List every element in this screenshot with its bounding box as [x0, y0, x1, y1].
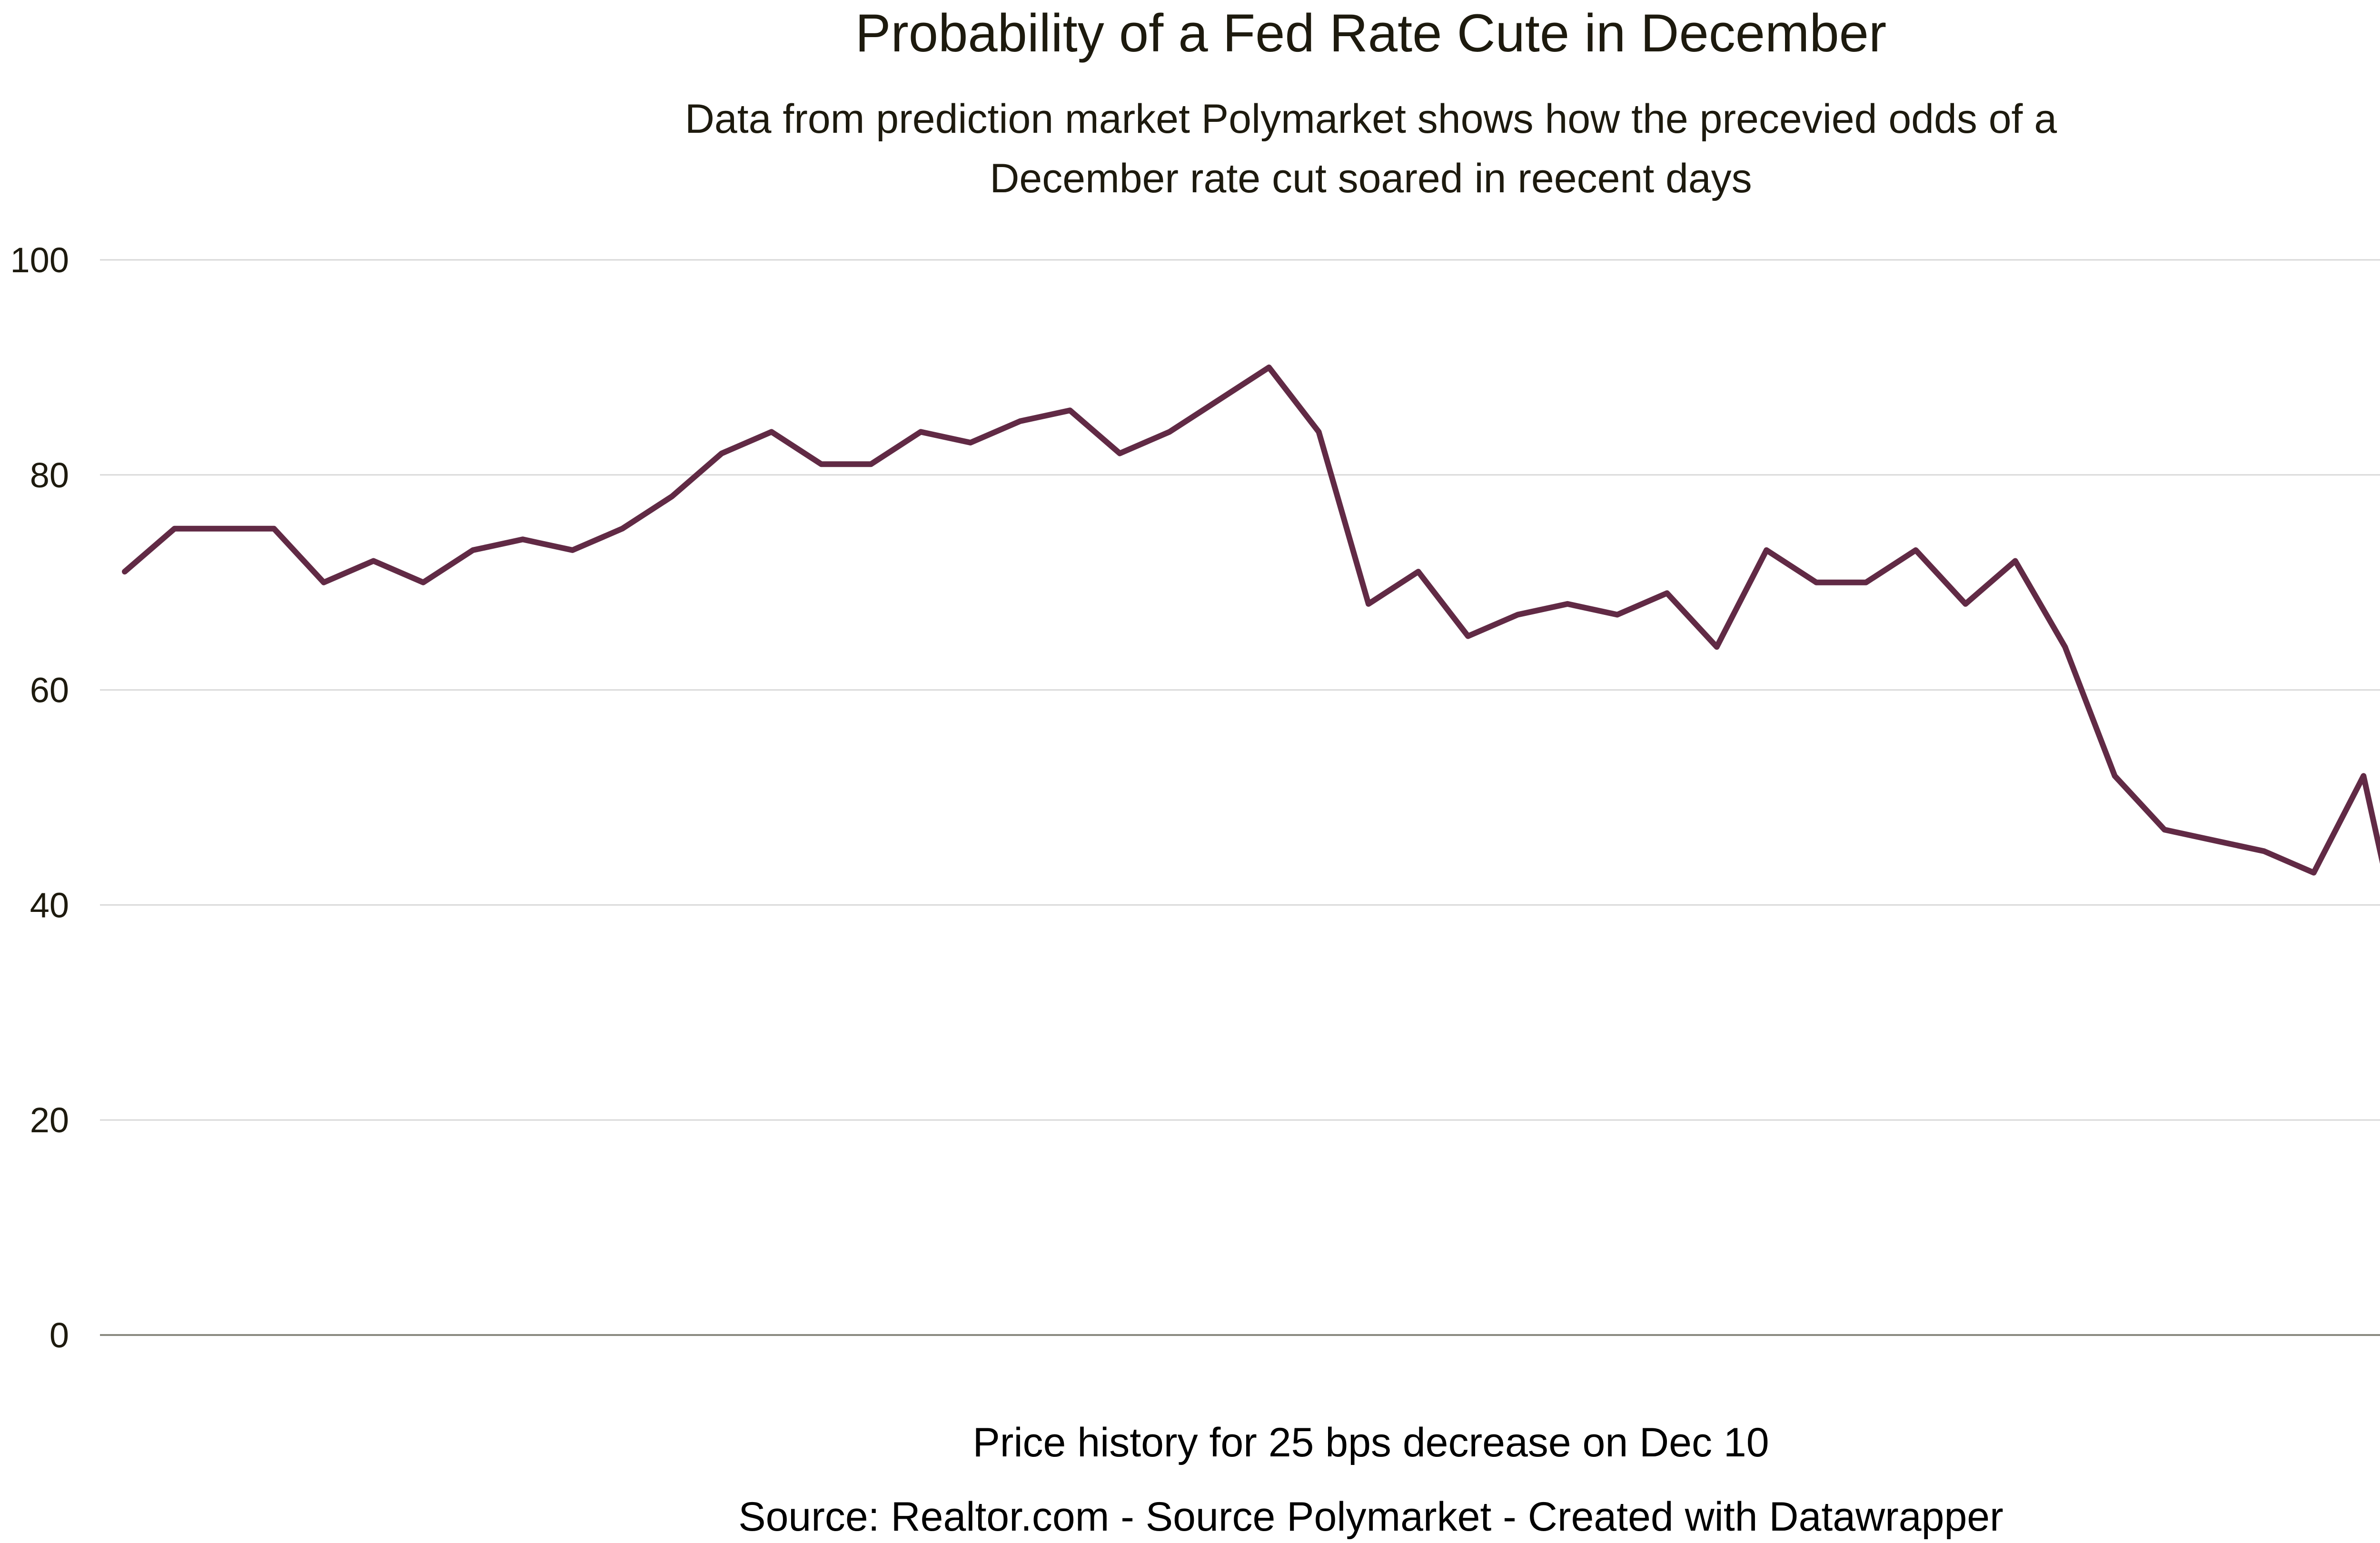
- data-point: [1863, 580, 1869, 585]
- data-point: [271, 526, 277, 532]
- data-point: [2261, 848, 2267, 854]
- data-point: [1764, 547, 1769, 553]
- data-point: [122, 569, 128, 574]
- y-tick-label-60: 60: [30, 671, 69, 710]
- data-point: [321, 580, 327, 585]
- data-point: [1963, 601, 1968, 607]
- data-point: [371, 558, 377, 564]
- data-point: [1316, 429, 1322, 435]
- data-point: [520, 536, 526, 542]
- data-point: [669, 494, 675, 499]
- y-axis-ticks: 0 20 40 60 80 100: [10, 240, 69, 1355]
- data-point: [868, 461, 874, 467]
- data-point: [2112, 773, 2118, 779]
- data-point: [420, 580, 426, 585]
- data-point: [1067, 407, 1073, 413]
- data-point: [1465, 633, 1471, 639]
- data-point: [1366, 601, 1371, 607]
- data-point: [1117, 451, 1122, 456]
- chart-subtitle-line-2: December rate cut soared in reecent days: [990, 156, 1752, 201]
- series-line-0: [122, 364, 2380, 876]
- data-point: [2360, 773, 2366, 779]
- data-point: [769, 429, 774, 435]
- data-point: [1266, 365, 1272, 370]
- data-point: [1416, 569, 1421, 574]
- data-point: [1615, 612, 1620, 618]
- data-point: [570, 547, 575, 553]
- y-tick-label-80: 80: [30, 455, 69, 495]
- data-point: [1565, 601, 1570, 607]
- data-point: [818, 461, 824, 467]
- data-point: [2311, 870, 2317, 876]
- data-point: [2062, 644, 2068, 650]
- data-point: [719, 451, 724, 456]
- data-point: [619, 526, 625, 532]
- data-point: [1167, 429, 1172, 435]
- data-point: [1664, 590, 1670, 596]
- data-point: [2162, 827, 2167, 832]
- data-point: [1714, 644, 1720, 650]
- data-point: [968, 440, 973, 445]
- data-point: [221, 526, 227, 532]
- y-tick-label-40: 40: [30, 885, 69, 925]
- data-point: [1216, 397, 1222, 403]
- series-layer: [122, 364, 2380, 876]
- chart-title: Probability of a Fed Rate Cute in Decemb…: [855, 3, 1887, 63]
- y-tick-label-0: 0: [50, 1316, 69, 1355]
- data-point: [172, 526, 178, 532]
- data-point: [1017, 418, 1023, 424]
- data-point: [1814, 580, 1819, 585]
- data-point: [2211, 838, 2217, 843]
- x-axis-caption: Price history for 25 bps decrease on Dec…: [972, 1420, 1769, 1465]
- y-tick-label-100: 100: [10, 240, 69, 280]
- data-point: [1515, 612, 1521, 618]
- data-point: [470, 547, 476, 553]
- y-tick-label-20: 20: [30, 1100, 69, 1140]
- data-point: [918, 429, 923, 435]
- data-point: [1913, 547, 1919, 553]
- chart-subtitle-line-1: Data from prediction market Polymarket s…: [684, 96, 2057, 142]
- gridlines: [100, 259, 2380, 1336]
- data-point: [2013, 558, 2018, 564]
- source-note: Source: Realtor.com - Source Polymarket …: [738, 1494, 2003, 1540]
